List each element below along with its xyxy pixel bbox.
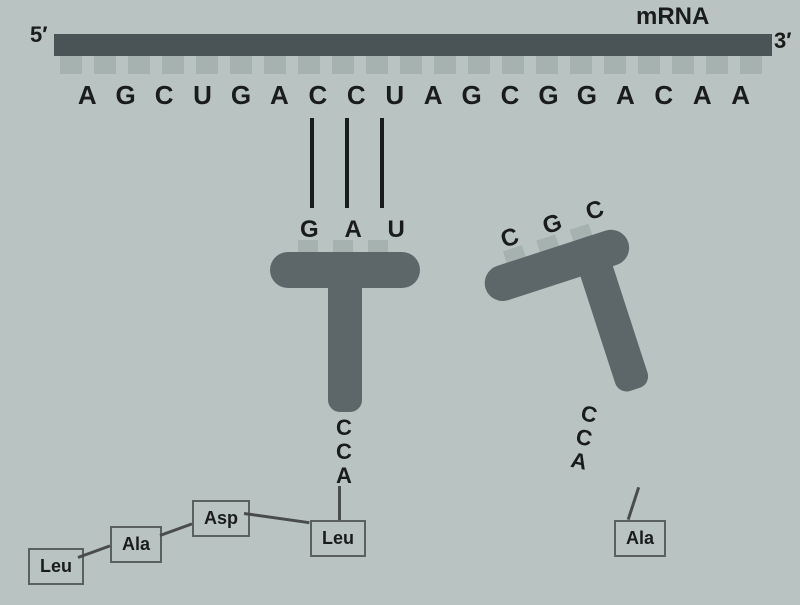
amino-acid-ala: Ala	[614, 520, 666, 557]
amino-acid-leu: Leu	[28, 548, 84, 585]
mrna-base: C	[645, 80, 683, 111]
mrna-base: A	[721, 80, 759, 111]
mrna-tick	[264, 56, 286, 74]
peptide-link	[338, 486, 341, 520]
peptide-link	[159, 522, 192, 536]
mrna-tick	[128, 56, 150, 74]
amino-acid-leu: Leu	[310, 520, 366, 557]
mrna-tick	[230, 56, 252, 74]
mrna-tick	[570, 56, 592, 74]
mrna-base: G	[568, 80, 606, 111]
mrna-tick	[162, 56, 184, 74]
mrna-tick	[60, 56, 82, 74]
mrna-base: A	[414, 80, 452, 111]
mrna-base: A	[260, 80, 298, 111]
three-prime-label: 3′	[774, 28, 792, 54]
mrna-tick	[638, 56, 660, 74]
peptide-link	[627, 487, 640, 520]
mrna-tick	[604, 56, 626, 74]
mrna-base: G	[106, 80, 144, 111]
mrna-tick	[196, 56, 218, 74]
mrna-base: A	[68, 80, 106, 111]
trna-leu: G A U CCA	[270, 238, 440, 498]
mrna-base: C	[145, 80, 183, 111]
hydrogen-bond	[380, 118, 384, 208]
hydrogen-bond	[345, 118, 349, 208]
mrna-tick	[672, 56, 694, 74]
mrna-base: G	[452, 80, 490, 111]
mrna-tick	[706, 56, 728, 74]
peptide-link	[244, 512, 310, 524]
mrna-tick	[400, 56, 422, 74]
mrna-tick	[536, 56, 558, 74]
mrna-base: A	[606, 80, 644, 111]
mrna-label: mRNA	[636, 3, 709, 31]
trna-ala: C G C	[470, 207, 712, 507]
trna-stem	[328, 252, 362, 412]
amino-acid-ala: Ala	[110, 526, 162, 563]
mrna-base: C	[299, 80, 337, 111]
mrna-tick	[502, 56, 524, 74]
hydrogen-bond	[310, 118, 314, 208]
mrna-base: G	[529, 80, 567, 111]
mrna-tick	[740, 56, 762, 74]
mrna-base: C	[337, 80, 375, 111]
mrna-base: U	[376, 80, 414, 111]
mrna-base: A	[683, 80, 721, 111]
five-prime-label: 5′	[30, 22, 48, 48]
cca-tail: CCA	[336, 416, 352, 489]
mrna-tick	[94, 56, 116, 74]
mrna-base: C	[491, 80, 529, 111]
mrna-tick	[468, 56, 490, 74]
mrna-tick	[434, 56, 456, 74]
mrna-tick	[332, 56, 354, 74]
translation-diagram: mRNA 5′ 3′ AGCUGACCUAGCGGACAA G A U CCA …	[0, 0, 800, 605]
mrna-tick	[298, 56, 320, 74]
mrna-base: G	[222, 80, 260, 111]
amino-acid-asp: Asp	[192, 500, 250, 537]
mrna-tick	[366, 56, 388, 74]
mrna-strand	[54, 34, 772, 56]
mrna-sequence: AGCUGACCUAGCGGACAA	[68, 80, 760, 111]
mrna-base: U	[183, 80, 221, 111]
